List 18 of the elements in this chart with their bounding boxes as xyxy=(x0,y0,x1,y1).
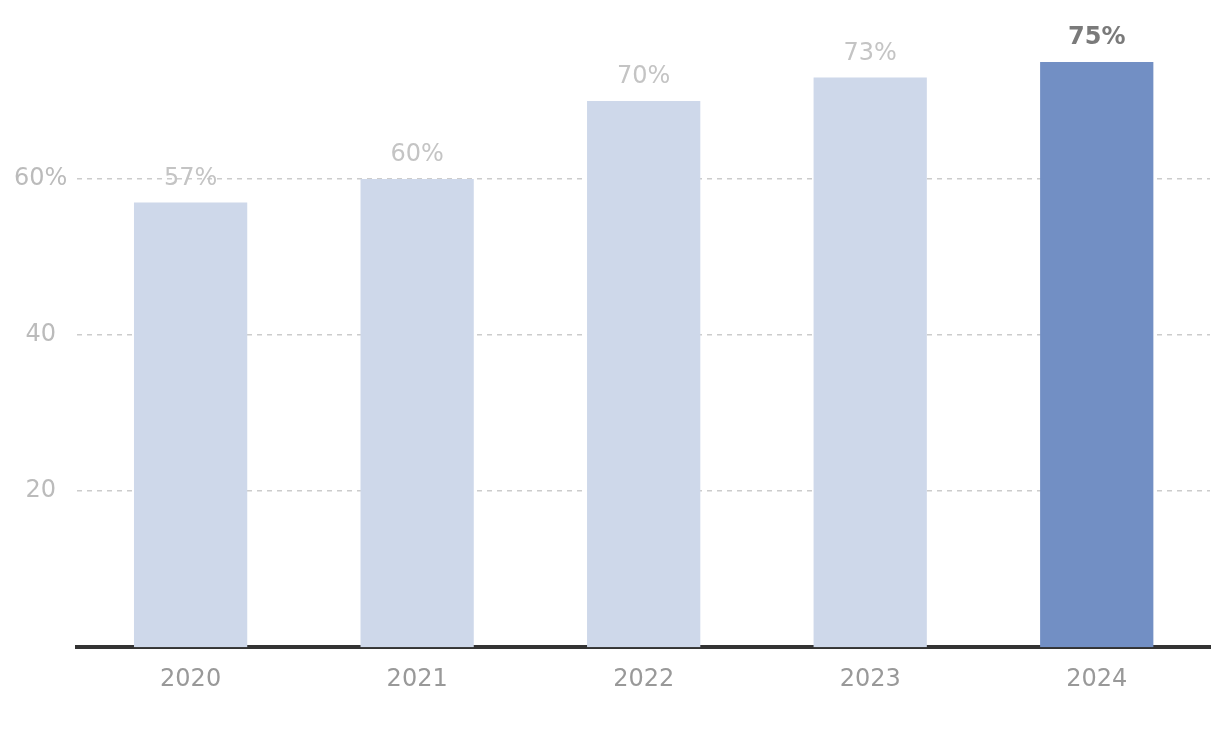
bar xyxy=(813,77,927,648)
bar xyxy=(133,202,248,648)
x-tick-label: 2020 xyxy=(160,663,222,692)
data-label: 57% xyxy=(163,162,218,191)
y-tick-label: 20 xyxy=(25,475,56,504)
bar xyxy=(1040,62,1154,648)
x-tick-label: 2022 xyxy=(613,663,675,692)
data-label: 70% xyxy=(617,61,671,90)
y-tick-label: 60% xyxy=(14,163,68,192)
x-tick-label: 2024 xyxy=(1066,663,1128,692)
bar xyxy=(587,101,701,648)
data-label: 73% xyxy=(843,37,897,66)
y-tick-label: 40 xyxy=(25,319,56,348)
x-tick-label: 2023 xyxy=(839,663,901,692)
data-label: 75% xyxy=(1068,22,1126,51)
data-label: 60% xyxy=(390,139,444,168)
bar xyxy=(360,179,474,648)
x-tick-label: 2021 xyxy=(386,663,448,692)
